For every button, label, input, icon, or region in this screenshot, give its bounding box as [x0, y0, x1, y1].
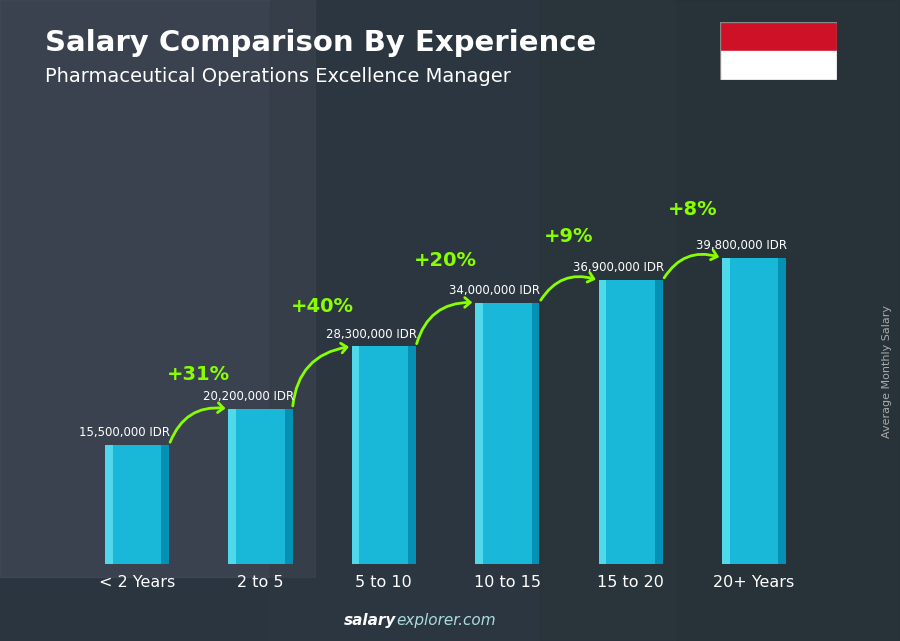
- Text: 34,000,000 IDR: 34,000,000 IDR: [449, 284, 540, 297]
- Bar: [475, 303, 482, 564]
- Bar: [598, 280, 607, 564]
- Text: +40%: +40%: [291, 297, 354, 315]
- Text: +8%: +8%: [668, 201, 717, 219]
- Bar: [655, 280, 662, 564]
- Text: explorer.com: explorer.com: [396, 613, 496, 628]
- Bar: [532, 303, 539, 564]
- Bar: [229, 409, 236, 564]
- Bar: [270, 0, 675, 641]
- Bar: [409, 346, 416, 564]
- Bar: [105, 445, 169, 564]
- Text: 15,500,000 IDR: 15,500,000 IDR: [79, 426, 170, 439]
- Bar: [720, 22, 837, 51]
- Bar: [0, 0, 315, 577]
- Bar: [540, 0, 900, 641]
- Bar: [722, 258, 730, 564]
- Text: Average Monthly Salary: Average Monthly Salary: [881, 305, 892, 438]
- Text: 36,900,000 IDR: 36,900,000 IDR: [572, 262, 664, 274]
- Text: +31%: +31%: [167, 365, 230, 384]
- Bar: [229, 409, 292, 564]
- Bar: [352, 346, 416, 564]
- Bar: [778, 258, 786, 564]
- Bar: [475, 303, 539, 564]
- Bar: [161, 445, 169, 564]
- Bar: [352, 346, 359, 564]
- Text: +9%: +9%: [544, 227, 594, 246]
- Text: Pharmaceutical Operations Excellence Manager: Pharmaceutical Operations Excellence Man…: [45, 67, 511, 87]
- Text: +20%: +20%: [414, 251, 477, 270]
- Bar: [598, 280, 662, 564]
- Text: salary: salary: [344, 613, 396, 628]
- Text: 39,800,000 IDR: 39,800,000 IDR: [696, 239, 788, 252]
- Text: 20,200,000 IDR: 20,200,000 IDR: [202, 390, 293, 403]
- Bar: [105, 445, 112, 564]
- Bar: [722, 258, 786, 564]
- Bar: [720, 51, 837, 80]
- Text: Salary Comparison By Experience: Salary Comparison By Experience: [45, 29, 596, 57]
- Bar: [284, 409, 292, 564]
- Text: 28,300,000 IDR: 28,300,000 IDR: [326, 328, 417, 340]
